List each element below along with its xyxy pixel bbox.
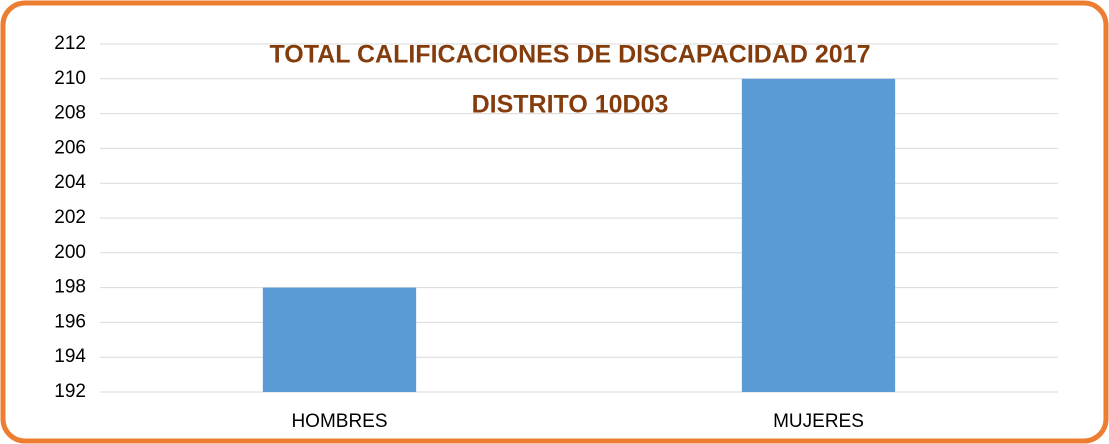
y-tick-label: 192 [54,381,86,402]
y-tick-label: 198 [54,277,86,298]
x-tick-label: HOMBRES [291,411,387,432]
y-tick-label: 210 [54,68,86,89]
chart-title: TOTAL CALIFICACIONES DE DISCAPACIDAD 201… [269,41,870,69]
bar [262,287,417,392]
x-tick-label: MUJERES [773,411,864,432]
y-tick-label: 212 [54,33,86,54]
bar [741,78,896,393]
y-tick-label: 206 [54,137,86,158]
y-tick-label: 196 [54,311,86,332]
y-tick-label: 208 [54,103,86,124]
grid [100,43,1058,393]
y-tick-label: 200 [54,242,86,263]
marks [262,78,896,393]
chart-subtitle: DISTRITO 10D03 [472,91,669,119]
y-tick-label: 202 [54,207,86,228]
y-tick-label: 204 [54,172,86,193]
y-tick-label: 194 [54,346,86,367]
